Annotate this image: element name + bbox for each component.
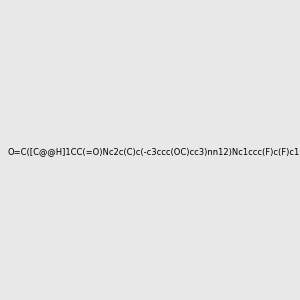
Text: O=C([C@@H]1CC(=O)Nc2c(C)c(-c3ccc(OC)cc3)nn12)Nc1ccc(F)c(F)c1: O=C([C@@H]1CC(=O)Nc2c(C)c(-c3ccc(OC)cc3)… [8,147,300,156]
